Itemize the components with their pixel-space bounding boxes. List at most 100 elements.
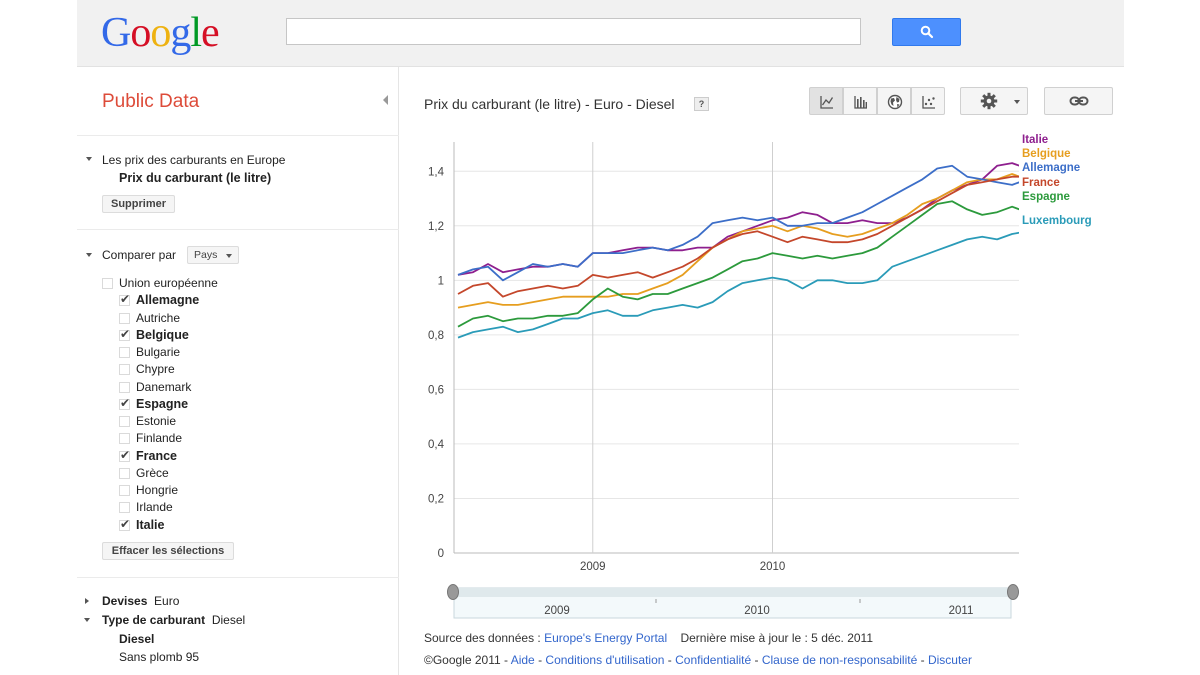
- timeline-label: 2011: [949, 605, 974, 617]
- y-tick-label: 0,2: [428, 493, 444, 505]
- collapse-sidebar-icon[interactable]: [383, 95, 388, 105]
- search-input[interactable]: [286, 18, 861, 45]
- country-option[interactable]: Allemagne: [77, 292, 377, 310]
- country-option[interactable]: Grèce: [77, 466, 377, 483]
- expand-currency-icon[interactable]: [85, 598, 89, 604]
- footer-link-help[interactable]: Aide: [510, 653, 535, 667]
- series-line-luxembourg[interactable]: [457, 226, 1019, 339]
- compare-dropdown[interactable]: Pays: [187, 246, 239, 264]
- fuel-type-row[interactable]: Type de carburant Diesel: [102, 613, 245, 627]
- country-option[interactable]: Irlande: [77, 500, 377, 517]
- country-option[interactable]: Chypre: [77, 362, 377, 379]
- country-checkbox[interactable]: [119, 396, 130, 410]
- country-option[interactable]: Espagne: [77, 396, 377, 414]
- last-updated: Dernière mise à jour le : 5 déc. 2011: [680, 631, 874, 645]
- country-checkbox[interactable]: [119, 502, 130, 514]
- dataset-metric[interactable]: Prix du carburant (le litre): [119, 171, 272, 185]
- fuel-option-diesel[interactable]: Diesel: [119, 632, 155, 646]
- timeline-right-handle[interactable]: [1007, 584, 1019, 600]
- bubble-chart-view-button[interactable]: [911, 87, 945, 115]
- timeline-range-bar[interactable]: [454, 588, 1011, 597]
- link-button[interactable]: [1044, 87, 1113, 115]
- country-option[interactable]: Union européenne: [77, 276, 377, 293]
- expand-fuel-type-icon[interactable]: [84, 618, 90, 622]
- country-checkbox[interactable]: [119, 347, 130, 358]
- expand-dataset-icon[interactable]: [86, 157, 92, 161]
- copyright: ©Google 2011: [424, 653, 501, 667]
- country-label: Autriche: [136, 310, 181, 325]
- public-data-app: Google Public Data Les prix des carburan…: [77, 0, 1124, 675]
- chevron-down-icon: [226, 254, 232, 258]
- country-checkbox[interactable]: [119, 433, 130, 445]
- country-option[interactable]: Estonie: [77, 414, 377, 431]
- legend-item[interactable]: Allemagne: [1022, 162, 1081, 174]
- country-checkbox[interactable]: [119, 517, 130, 531]
- clear-selection-button[interactable]: Effacer les sélections: [102, 542, 234, 560]
- country-checkbox[interactable]: [119, 416, 130, 427]
- country-checkbox[interactable]: [119, 467, 130, 479]
- bar-chart-icon: [854, 96, 867, 109]
- footer-link-disclaimer[interactable]: Clause de non-responsabilité: [761, 653, 918, 667]
- fuel-type-value: Diesel: [211, 613, 246, 627]
- country-label: Grèce: [136, 465, 169, 480]
- source-link[interactable]: Europe's Energy Portal: [544, 631, 668, 645]
- footer-link-discuss[interactable]: Discuter: [927, 653, 972, 667]
- expand-compare-icon[interactable]: [86, 253, 92, 257]
- divider: [77, 135, 399, 136]
- google-logo[interactable]: Google: [101, 10, 220, 56]
- country-label: Allemagne: [136, 293, 200, 308]
- series-line-italie[interactable]: [457, 147, 1019, 276]
- currency-row[interactable]: Devises Euro: [102, 594, 179, 608]
- legend-item[interactable]: Espagne: [1022, 191, 1070, 203]
- legend-item[interactable]: France: [1022, 177, 1060, 189]
- series-line-allemagne[interactable]: [457, 158, 1019, 282]
- country-label: Italie: [136, 517, 165, 532]
- bar-chart-view-button[interactable]: [843, 87, 877, 115]
- country-option[interactable]: France: [77, 448, 377, 466]
- gear-icon: [980, 92, 998, 110]
- settings-button[interactable]: [960, 87, 1028, 115]
- series-line-espagne[interactable]: [457, 196, 1019, 328]
- footer-link-privacy[interactable]: Confidentialité: [675, 653, 752, 667]
- country-checkbox[interactable]: [119, 292, 130, 307]
- legend-item[interactable]: Belgique: [1022, 148, 1071, 160]
- country-checkbox[interactable]: [102, 278, 113, 289]
- country-label: Danemark: [136, 379, 192, 394]
- timeline-left-handle[interactable]: [447, 584, 459, 600]
- country-checkbox[interactable]: [119, 448, 130, 462]
- country-option[interactable]: Danemark: [77, 380, 377, 397]
- legend-item[interactable]: Italie: [1022, 134, 1049, 146]
- dataset-name[interactable]: Les prix des carburants en Europe: [102, 153, 286, 167]
- country-option[interactable]: Bulgarie: [77, 345, 377, 362]
- country-option[interactable]: Belgique: [77, 327, 377, 345]
- timeline-label: 2010: [744, 605, 770, 617]
- country-label: Hongrie: [136, 483, 179, 497]
- legend-item[interactable]: Luxembourg: [1022, 215, 1092, 227]
- fuel-type-label: Type de carburant: [102, 613, 206, 627]
- help-icon[interactable]: ?: [694, 97, 709, 111]
- map-view-button[interactable]: [877, 87, 911, 115]
- search-button[interactable]: [892, 18, 961, 46]
- country-option[interactable]: Finlande: [77, 431, 377, 448]
- country-checkbox[interactable]: [119, 312, 130, 324]
- sidebar: Public Data Les prix des carburants en E…: [77, 67, 399, 675]
- country-label: Bulgarie: [136, 345, 181, 359]
- country-checkbox[interactable]: [119, 364, 130, 376]
- y-tick-label: 0,8: [428, 330, 444, 342]
- country-checkbox[interactable]: [119, 381, 130, 393]
- country-checkbox[interactable]: [119, 327, 130, 341]
- timeline-slider[interactable]: 2009 2010 2011: [447, 584, 1019, 619]
- line-chart-view-button[interactable]: [809, 87, 843, 115]
- x-tick-label: 2010: [760, 561, 786, 570]
- country-checkbox[interactable]: [119, 485, 130, 496]
- fuel-option-sans-plomb-95[interactable]: Sans plomb 95: [119, 650, 200, 664]
- search-icon: [920, 25, 934, 39]
- country-option[interactable]: Autriche: [77, 311, 377, 328]
- country-option[interactable]: Italie: [77, 517, 377, 535]
- remove-button[interactable]: Supprimer: [102, 195, 175, 213]
- series-line-france[interactable]: [457, 163, 1019, 298]
- country-label: Estonie: [136, 414, 177, 428]
- footer-link-terms[interactable]: Conditions d'utilisation: [545, 653, 665, 667]
- country-option[interactable]: Hongrie: [77, 483, 377, 500]
- compare-dropdown-value: Pays: [194, 249, 218, 261]
